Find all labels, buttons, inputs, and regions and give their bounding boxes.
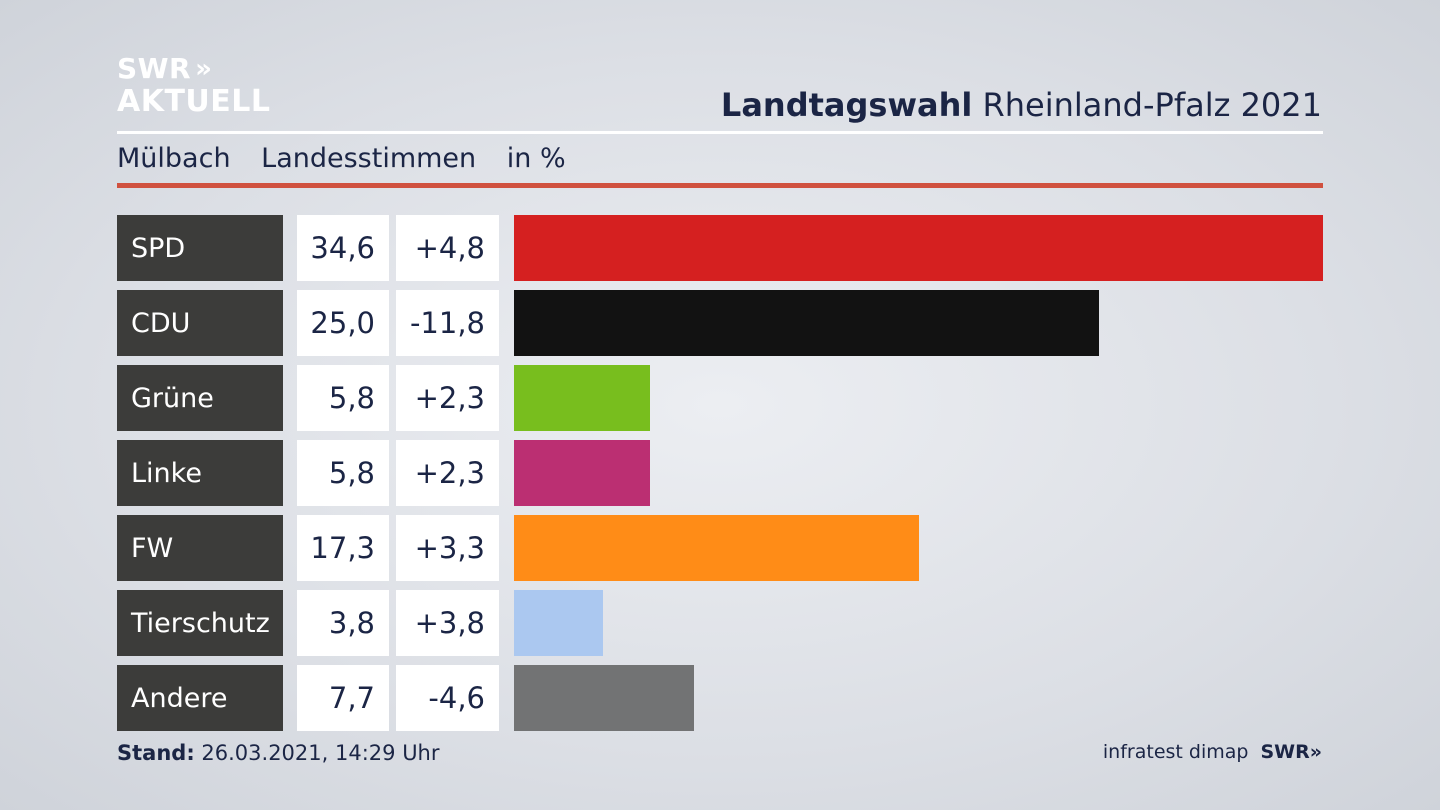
chart-row: Andere 7,7 -4,6 — [117, 665, 1323, 731]
change-label: +2,3 — [396, 365, 499, 431]
logo-aktuell-text: AKTUELL — [117, 84, 271, 119]
logo-swr-text: SWR — [117, 52, 192, 85]
source-name: infratest dimap — [1102, 741, 1249, 763]
bar — [514, 590, 603, 656]
chart-row: SPD 34,6 +4,8 — [117, 215, 1323, 281]
subtitle-location: Mülbach — [117, 143, 231, 174]
chart-row: FW 17,3 +3,3 — [117, 515, 1323, 581]
title-bold: Landtagswahl — [720, 86, 973, 124]
value-label: 17,3 — [297, 515, 389, 581]
value-label: 5,8 — [297, 365, 389, 431]
header-divider — [117, 131, 1323, 134]
value-label: 3,8 — [297, 590, 389, 656]
subtitle-type: Landesstimmen — [261, 143, 477, 174]
value-label: 5,8 — [297, 440, 389, 506]
change-label: +2,3 — [396, 440, 499, 506]
chart-row: Tierschutz 3,8 +3,8 — [117, 590, 1323, 656]
bar — [514, 515, 919, 581]
change-label: +3,3 — [396, 515, 499, 581]
change-label: +4,8 — [396, 215, 499, 281]
stand-label: Stand: — [117, 741, 195, 765]
bar — [514, 665, 694, 731]
logo-chevron-icon: » — [195, 54, 213, 84]
party-label: FW — [117, 515, 283, 581]
swr-aktuell-logo: SWR» AKTUELL — [117, 55, 271, 117]
change-label: -11,8 — [396, 290, 499, 356]
chart-subtitle: Mülbach Landesstimmen in % — [117, 143, 588, 174]
title-rest: Rheinland-Pfalz 2021 — [982, 86, 1322, 124]
subtitle-unit: in % — [506, 143, 566, 174]
results-chart: SPD 34,6 +4,8 CDU 25,0 -11,8 Grüne 5,8 +2,3 Linke… — [117, 215, 1323, 731]
subtitle-divider — [117, 183, 1323, 188]
party-label: Grüne — [117, 365, 283, 431]
chart-row: Grüne 5,8 +2,3 — [117, 365, 1323, 431]
stand-value: 26.03.2021, 14:29 Uhr — [201, 741, 440, 765]
chart-row: CDU 25,0 -11,8 — [117, 290, 1323, 356]
value-label: 34,6 — [297, 215, 389, 281]
party-label: Tierschutz — [117, 590, 283, 656]
party-label: Andere — [117, 665, 283, 731]
timestamp: Stand: 26.03.2021, 14:29 Uhr — [117, 741, 440, 765]
value-label: 7,7 — [297, 665, 389, 731]
bar — [514, 215, 1323, 281]
change-label: +3,8 — [396, 590, 499, 656]
change-label: -4,6 — [396, 665, 499, 731]
bar — [514, 365, 650, 431]
value-label: 25,0 — [297, 290, 389, 356]
party-label: Linke — [117, 440, 283, 506]
party-label: SPD — [117, 215, 283, 281]
chart-title: Landtagswahl Rheinland-Pfalz 2021 — [721, 86, 1322, 124]
bar — [514, 440, 650, 506]
chart-row: Linke 5,8 +2,3 — [117, 440, 1323, 506]
swr-brand-logo: SWR» — [1260, 741, 1322, 763]
source-credit: infratest dimap SWR» — [1103, 741, 1322, 763]
bar — [514, 290, 1099, 356]
party-label: CDU — [117, 290, 283, 356]
